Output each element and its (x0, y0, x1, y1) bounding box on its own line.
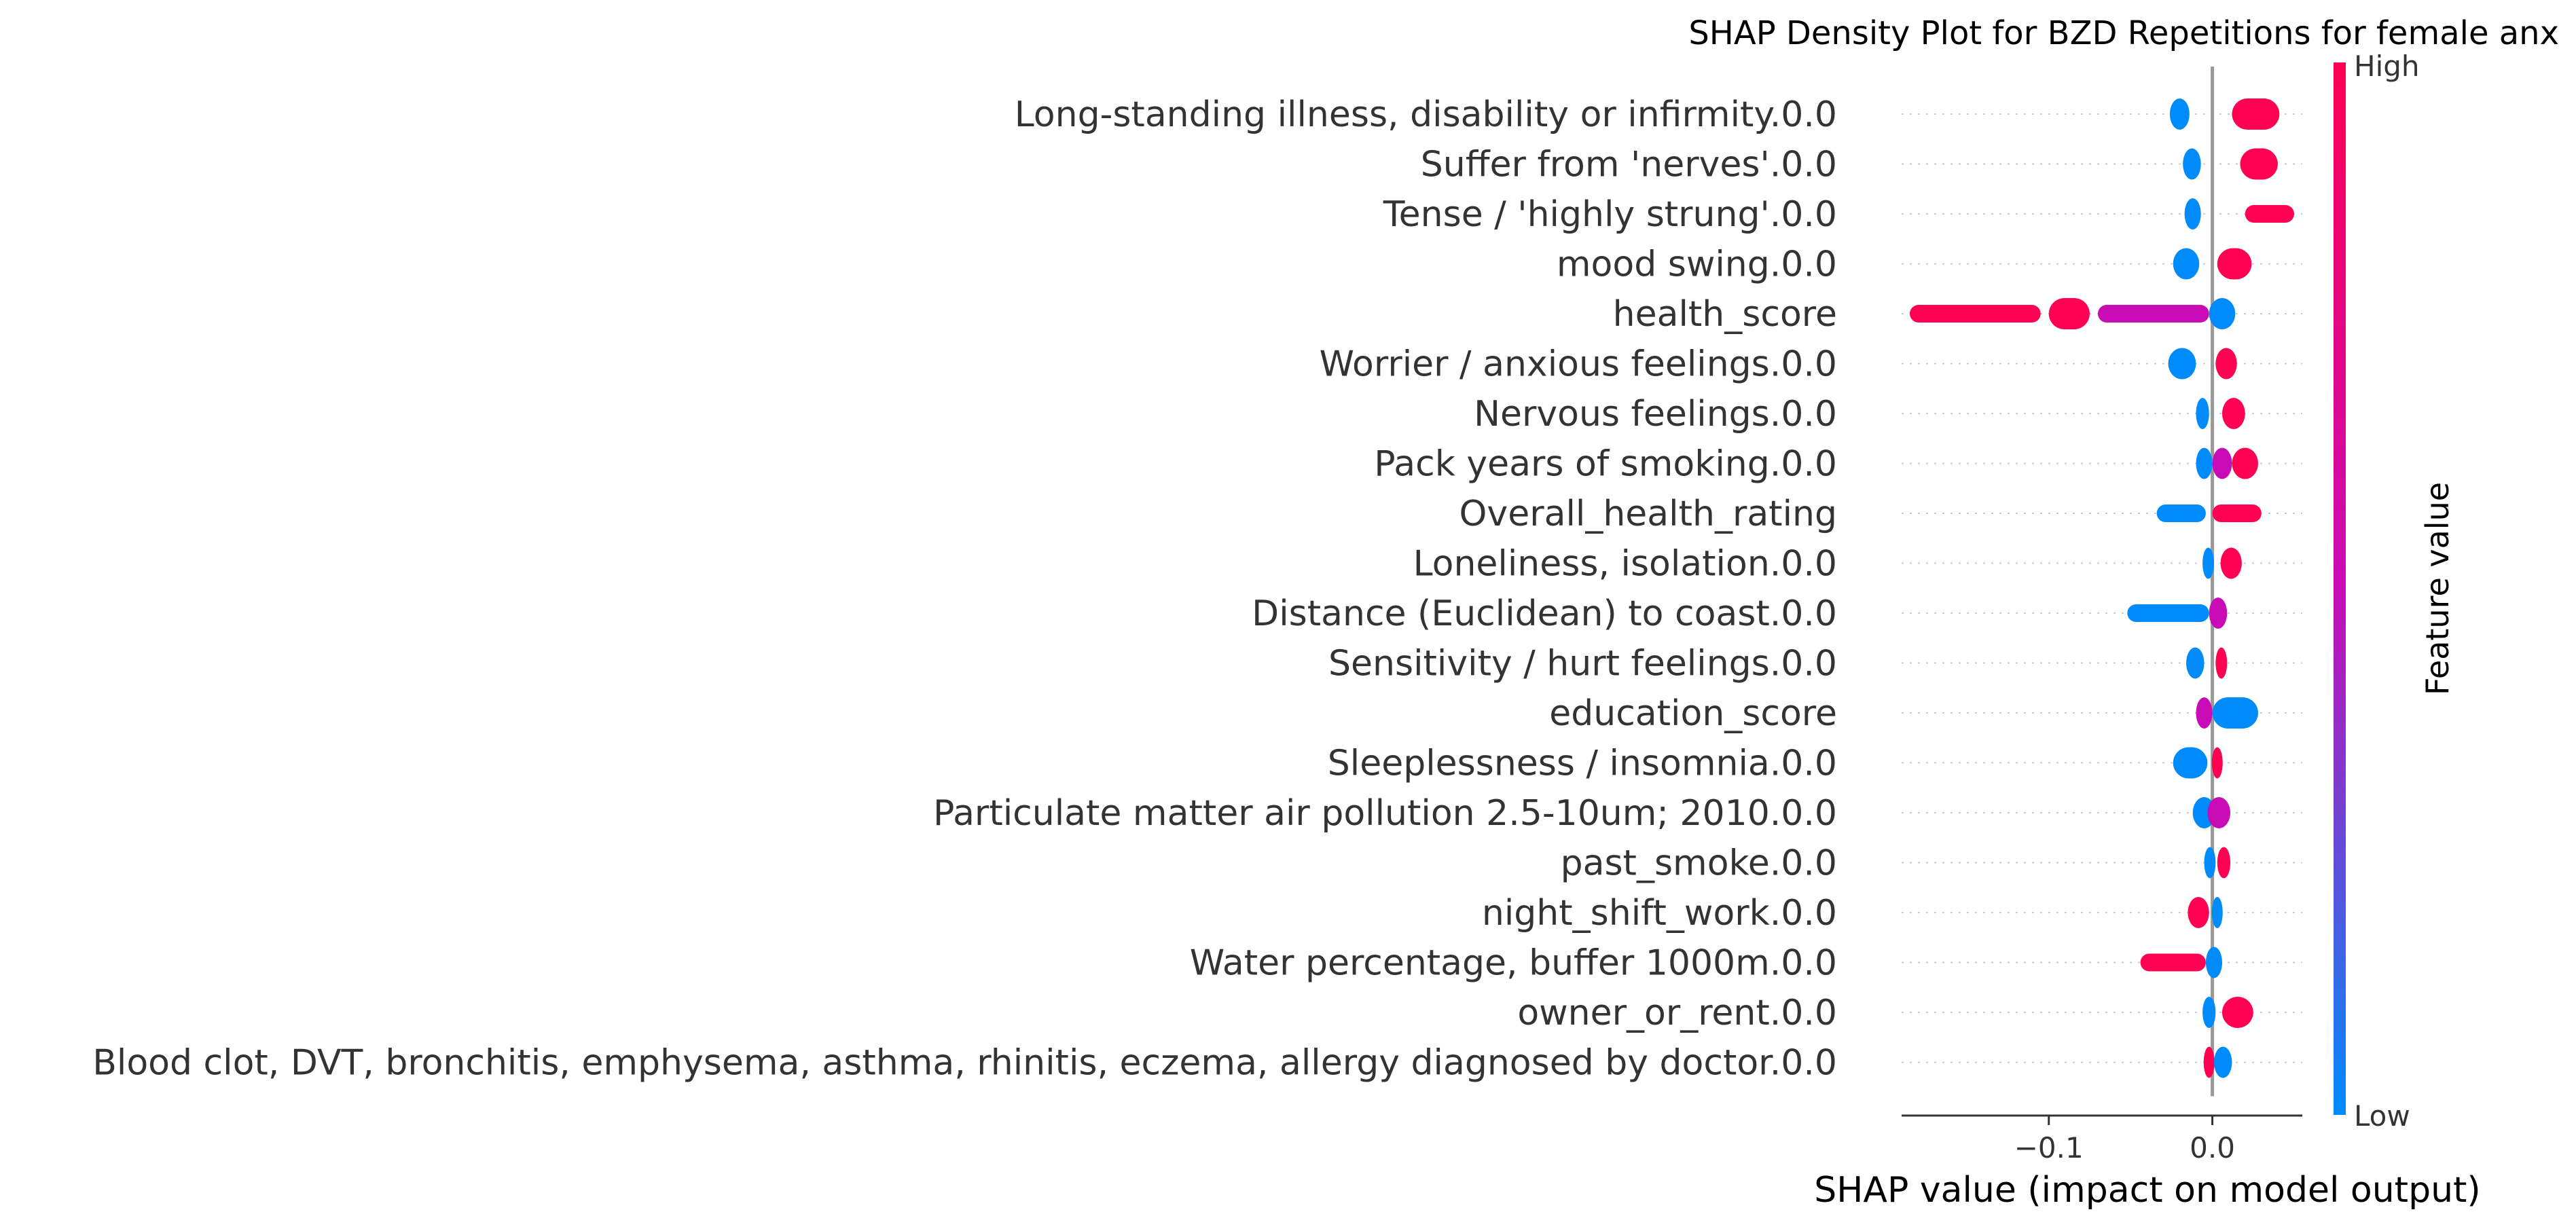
shap-point-cluster (2048, 298, 2090, 329)
shap-point-cluster (1910, 305, 2041, 323)
shap-point-cluster (2204, 847, 2216, 879)
colorbar (2334, 62, 2346, 1115)
shap-point-cluster (2212, 447, 2232, 479)
row-guides (1902, 113, 2302, 1063)
shap-point-cluster (2211, 897, 2223, 928)
shap-point-cluster (2186, 647, 2205, 679)
shap-point-cluster (2196, 447, 2213, 479)
shap-point-cluster (2211, 747, 2223, 779)
shap-point-cluster (2245, 205, 2294, 223)
colorbar-axis-label: Feature value (2419, 482, 2456, 695)
feature-label: owner_or_rent.0.0 (1517, 993, 1837, 1033)
feature-label: Water percentage, buffer 1000m.0.0 (1190, 943, 1837, 984)
feature-label: Suffer from 'nerves'.0.0 (1421, 145, 1837, 185)
colorbar-low-label: Low (2354, 1099, 2410, 1133)
feature-label: Tense / 'highly strung'.0.0 (1383, 194, 1837, 235)
points-layer (1910, 98, 2294, 1078)
shap-point-cluster (2156, 504, 2206, 522)
shap-point-cluster (2222, 997, 2253, 1028)
shap-point-cluster (2188, 897, 2209, 928)
feature-label: Overall_health_rating (1459, 494, 1838, 534)
feature-label: Blood clot, DVT, bronchitis, emphysema, … (92, 1043, 1837, 1084)
feature-label: Particulate matter air pollution 2.5-10u… (933, 793, 1837, 834)
x-axis-label: SHAP value (impact on model output) (1814, 1170, 2480, 1211)
feature-label: mood swing.0.0 (1557, 244, 1837, 285)
shap-point-cluster (2173, 747, 2208, 779)
shap-point-cluster (2215, 647, 2228, 679)
shap-point-cluster (2217, 248, 2252, 280)
feature-label: Loneliness, isolation.0.0 (1413, 544, 1837, 585)
shap-point-cluster (2213, 1046, 2232, 1078)
shap-point-cluster (2127, 604, 2209, 622)
feature-labels: Long-standing illness, disability or inf… (92, 94, 1837, 1084)
feature-label: education_score (1549, 693, 1837, 734)
feature-label: Pack years of smoking.0.0 (1374, 444, 1837, 485)
shap-point-cluster (2203, 1046, 2215, 1078)
shap-point-cluster (2205, 947, 2222, 978)
colorbar-high-label: High (2354, 50, 2420, 83)
feature-label: Sleeplessness / insomnia.0.0 (1328, 743, 1837, 784)
x-tick-label: −0.1 (2014, 1131, 2084, 1164)
shap-point-cluster (2173, 248, 2200, 280)
shap-point-cluster (2240, 148, 2278, 180)
shap-point-cluster (2215, 348, 2237, 380)
x-tick-label: 0.0 (2190, 1131, 2235, 1164)
feature-label: night_shift_work.0.0 (1482, 893, 1837, 934)
shap-point-cluster (2140, 953, 2206, 972)
x-ticks: −0.1 0.0 (2014, 1116, 2235, 1164)
shap-point-cluster (2220, 547, 2242, 579)
shap-point-cluster (2209, 298, 2236, 329)
shap-point-cluster (2217, 847, 2231, 879)
shap-point-cluster (2202, 997, 2216, 1028)
shap-point-cluster (2196, 398, 2209, 429)
chart-title: SHAP Density Plot for BZD Repetitions fo… (1688, 14, 2559, 52)
shap-point-cluster (2196, 697, 2213, 729)
feature-label: Long-standing illness, disability or inf… (1015, 94, 1837, 135)
feature-label: past_smoke.0.0 (1561, 843, 1837, 884)
shap-point-cluster (2222, 398, 2245, 429)
shap-point-cluster (2184, 198, 2201, 229)
shap-point-cluster (2168, 348, 2196, 380)
shap-point-cluster (2207, 797, 2231, 828)
feature-label: Distance (Euclidean) to coast.0.0 (1252, 593, 1837, 634)
shap-point-cluster (2232, 98, 2280, 130)
feature-label: Sensitivity / hurt feelings.0.0 (1328, 644, 1837, 684)
shap-point-cluster (2183, 148, 2201, 180)
feature-label: health_score (1613, 294, 1837, 335)
shap-point-cluster (2209, 598, 2228, 629)
shap-point-cluster (2169, 98, 2190, 130)
shap-point-cluster (2097, 305, 2209, 323)
feature-label: Nervous feelings.0.0 (1474, 394, 1837, 435)
shap-point-cluster (2212, 697, 2258, 729)
feature-label: Worrier / anxious feelings.0.0 (1320, 344, 1837, 385)
shap-point-cluster (2232, 447, 2258, 479)
shap-point-cluster (2202, 547, 2214, 579)
shap-point-cluster (2212, 504, 2262, 522)
